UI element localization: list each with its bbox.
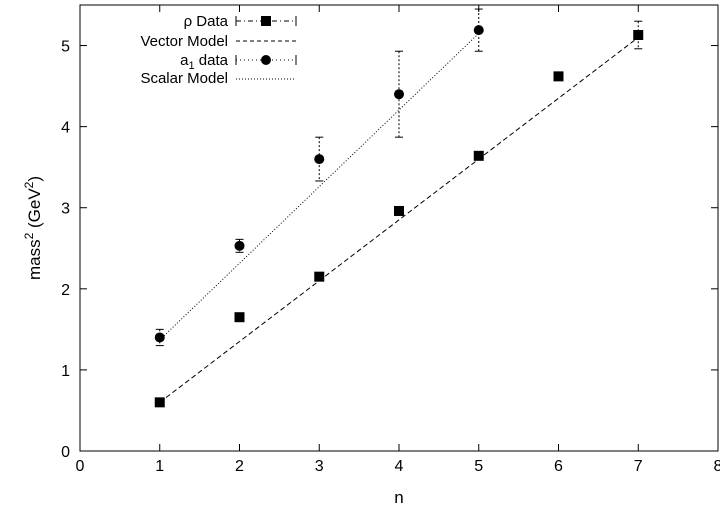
series-1: [159, 37, 639, 403]
series-0-point-4: [473, 150, 484, 161]
x-tick-label-6: 6: [554, 458, 563, 475]
legend-a1-subscript: 1: [189, 60, 195, 72]
legend: ρ Data Vector Model a1 data Scalar Model: [140, 13, 297, 87]
y-axis-title-sup-2: 2: [22, 181, 36, 188]
series-2-point-4: [473, 25, 484, 36]
y-tick-label-3: 3: [61, 201, 70, 218]
series-0-point-5: [553, 71, 564, 82]
series-layer: [154, 8, 644, 408]
legend-label-a1-data: a1 data: [180, 52, 228, 72]
series-1-line: [159, 37, 639, 403]
legend-a1-name: a: [180, 52, 189, 69]
axis-ticks: [79, 5, 719, 452]
legend-a1-rest: data: [195, 52, 229, 69]
series-2-point-2: [314, 154, 325, 165]
x-axis-title: n: [394, 488, 403, 507]
y-tick-label-5: 5: [61, 39, 70, 56]
x-tick-label-1: 1: [155, 458, 164, 475]
series-2: [154, 8, 484, 347]
series-2-point-0: [154, 332, 165, 343]
x-tick-label-2: 2: [235, 458, 244, 475]
legend-label-rho-data: ρ Data: [184, 13, 229, 30]
y-axis-title-base: mass: [25, 239, 44, 280]
x-tick-label-3: 3: [315, 458, 324, 475]
x-tick-label-4: 4: [395, 458, 404, 475]
x-tick-label-5: 5: [474, 458, 483, 475]
x-tick-label-0: 0: [76, 458, 85, 475]
series-0-point-1: [234, 312, 245, 323]
axis-tick-labels: 0 1 2 3 4 5 6 7 8 0 1 2 3 4 5: [61, 39, 720, 475]
x-tick-label-7: 7: [634, 458, 643, 475]
y-axis-title-paren-open: (GeV: [25, 188, 44, 233]
legend-label-vector-model: Vector Model: [140, 33, 228, 50]
y-tick-label-1: 1: [61, 363, 70, 380]
x-tick-label-8: 8: [714, 458, 720, 475]
y-axis-title-sup-1: 2: [22, 232, 36, 239]
series-0-point-2: [314, 271, 325, 282]
y-axis-title: mass2 (GeV2): [22, 176, 44, 280]
legend-marker-rho-data: [261, 16, 271, 26]
series-0-point-6: [633, 30, 644, 41]
y-tick-label-4: 4: [61, 120, 70, 137]
legend-label-scalar-model: Scalar Model: [140, 70, 228, 87]
series-0: [154, 20, 644, 408]
series-2-point-1: [234, 240, 245, 251]
y-tick-label-2: 2: [61, 282, 70, 299]
series-0-point-3: [394, 205, 404, 216]
series-2-point-3: [394, 89, 404, 100]
y-axis-title-paren-close: ): [25, 176, 44, 182]
legend-marker-a1-data: [261, 55, 271, 65]
y-tick-label-0: 0: [61, 444, 70, 461]
